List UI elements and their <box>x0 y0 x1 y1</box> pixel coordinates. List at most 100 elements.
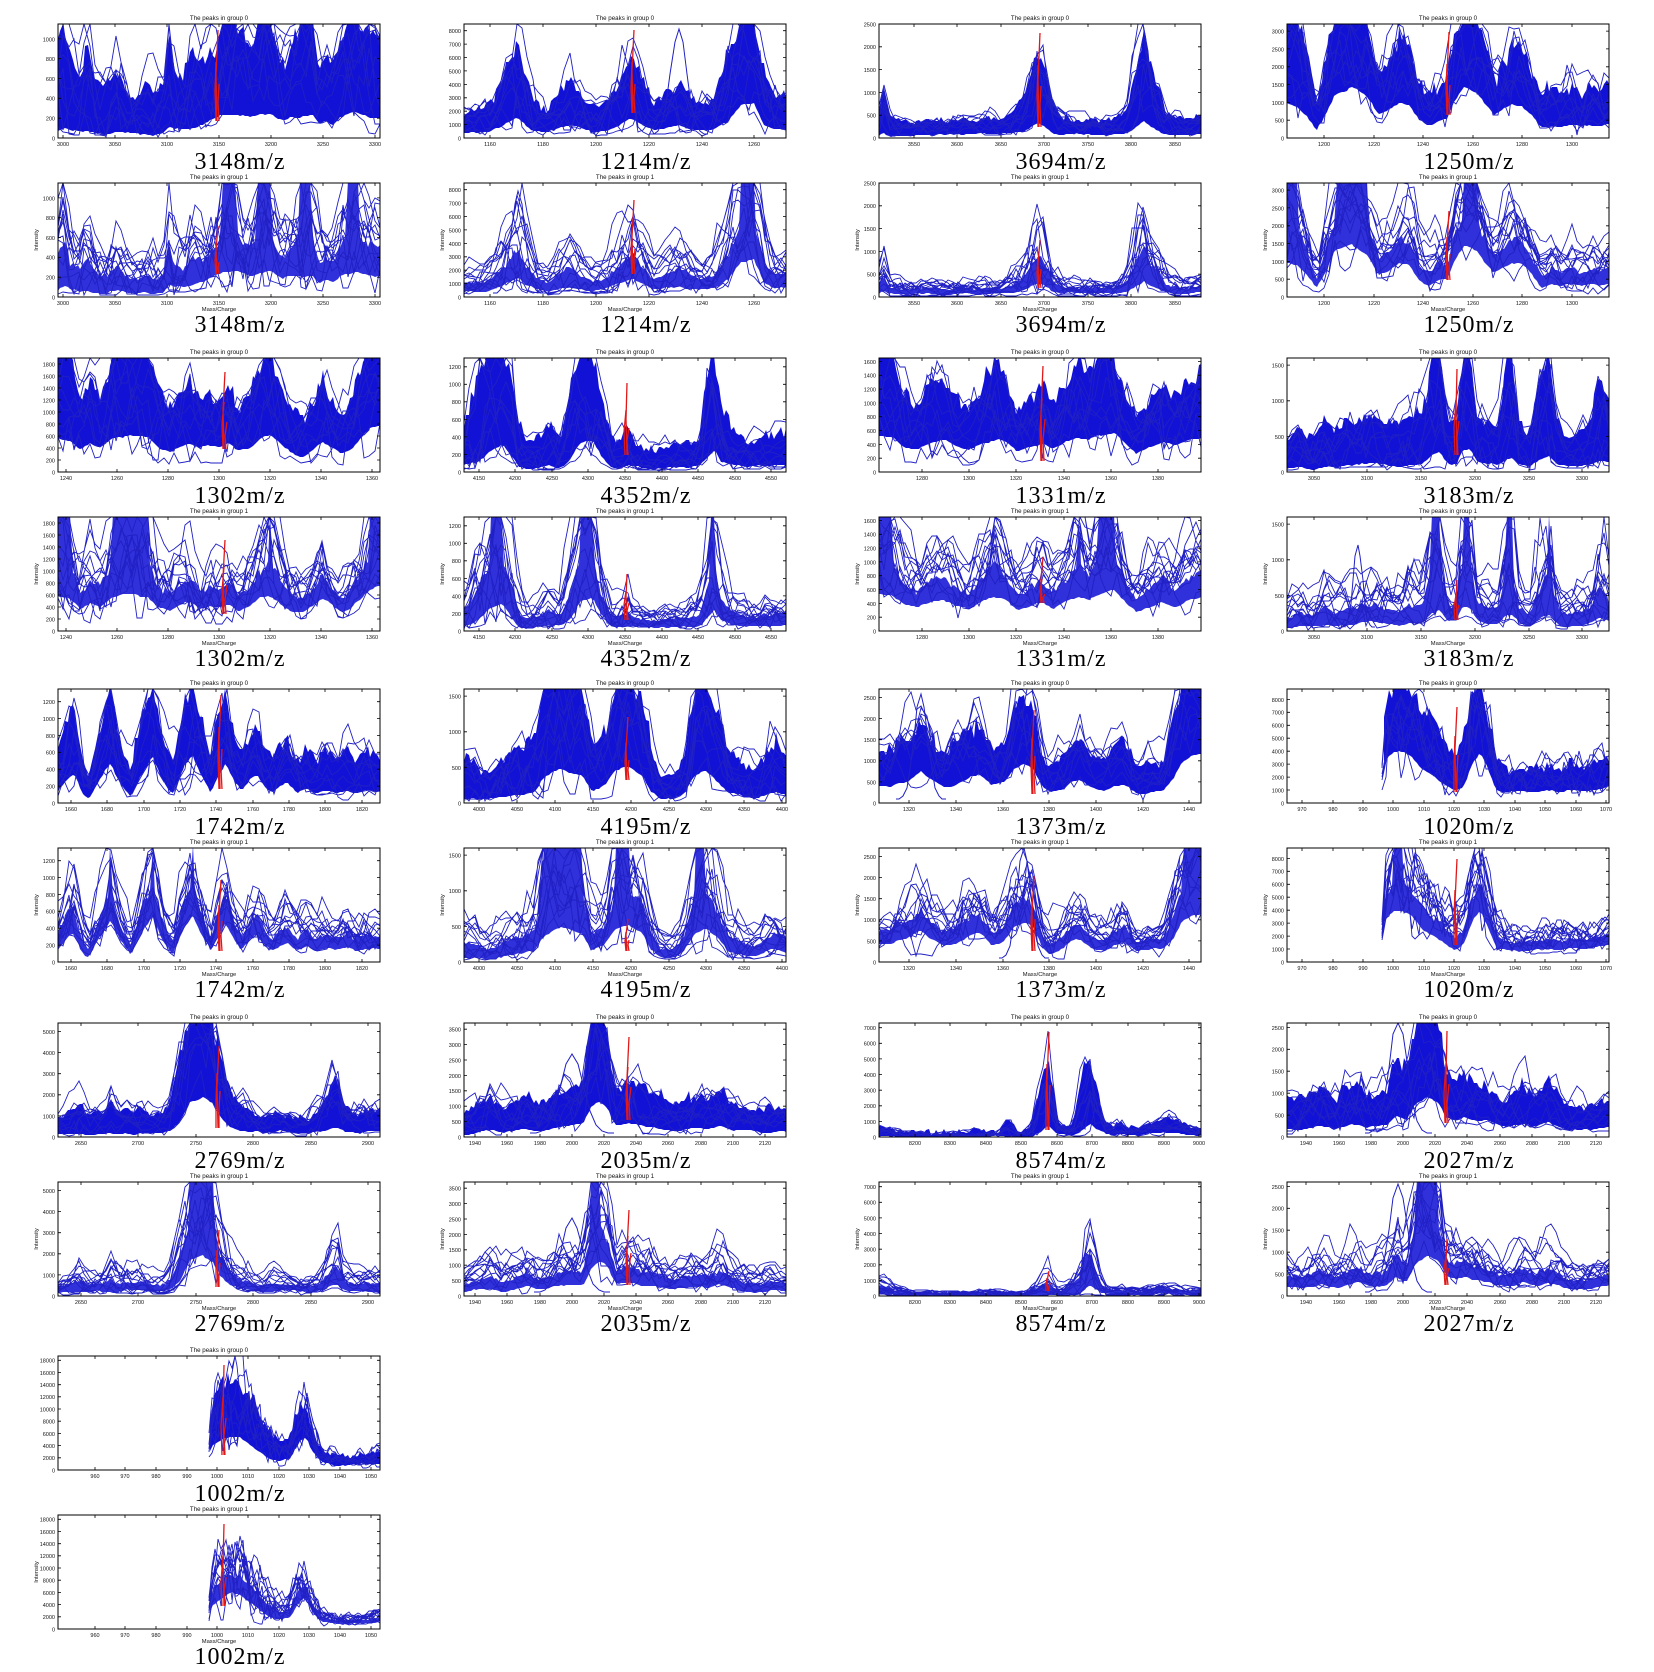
svg-text:3700: 3700 <box>1038 142 1050 148</box>
svg-text:The peaks in group 0: The peaks in group 0 <box>596 15 655 22</box>
svg-text:990: 990 <box>182 1474 191 1480</box>
svg-text:0: 0 <box>52 1135 55 1141</box>
svg-text:6000: 6000 <box>43 1591 55 1597</box>
svg-text:3000: 3000 <box>449 1043 461 1049</box>
svg-text:1720: 1720 <box>174 966 186 972</box>
svg-text:2700: 2700 <box>132 1300 144 1306</box>
svg-text:The peaks in group 1: The peaks in group 1 <box>596 174 655 181</box>
svg-text:1300: 1300 <box>213 476 225 482</box>
svg-text:1420: 1420 <box>1137 966 1149 972</box>
svg-text:Intensity: Intensity <box>34 229 40 251</box>
svg-text:1000: 1000 <box>1272 101 1284 107</box>
svg-text:2000: 2000 <box>1397 1141 1409 1147</box>
svg-text:1240: 1240 <box>1417 301 1429 307</box>
svg-text:The peaks in group 0: The peaks in group 0 <box>1011 680 1070 687</box>
svg-text:970: 970 <box>1297 807 1306 813</box>
svg-text:1600: 1600 <box>43 533 55 539</box>
svg-text:2100: 2100 <box>1558 1300 1570 1306</box>
svg-text:1500: 1500 <box>449 1089 461 1095</box>
svg-text:1000: 1000 <box>449 1105 461 1111</box>
svg-text:4400: 4400 <box>656 635 668 641</box>
svg-text:The peaks in group 1: The peaks in group 1 <box>1419 174 1478 181</box>
svg-text:Mass/Charge: Mass/Charge <box>1023 1306 1057 1312</box>
svg-text:8000: 8000 <box>449 29 461 35</box>
svg-text:4250: 4250 <box>663 966 675 972</box>
svg-text:2000: 2000 <box>566 1300 578 1306</box>
svg-text:1050: 1050 <box>1539 807 1551 813</box>
svg-text:Mass/Charge: Mass/Charge <box>202 641 236 647</box>
svg-text:18000: 18000 <box>40 1518 55 1524</box>
svg-text:1040: 1040 <box>1509 807 1521 813</box>
svg-text:1500: 1500 <box>1272 523 1284 529</box>
svg-text:2000: 2000 <box>864 876 876 882</box>
svg-text:7000: 7000 <box>449 202 461 208</box>
svg-text:The peaks in group 0: The peaks in group 0 <box>190 349 249 356</box>
svg-text:Intensity: Intensity <box>34 894 40 916</box>
svg-text:1220: 1220 <box>1368 301 1380 307</box>
svg-text:2000: 2000 <box>449 269 461 275</box>
svg-text:4450: 4450 <box>692 635 704 641</box>
svg-text:2650: 2650 <box>75 1300 87 1306</box>
svg-text:1020: 1020 <box>1448 807 1460 813</box>
svg-text:1340: 1340 <box>1058 635 1070 641</box>
svg-text:18000: 18000 <box>40 1359 55 1365</box>
svg-text:4150: 4150 <box>473 476 485 482</box>
svg-text:4000: 4000 <box>864 1232 876 1238</box>
svg-text:8000: 8000 <box>43 1579 55 1585</box>
svg-text:800: 800 <box>46 57 55 63</box>
svg-text:1320: 1320 <box>903 807 915 813</box>
svg-text:The peaks in group 0: The peaks in group 0 <box>1419 349 1478 356</box>
svg-text:800: 800 <box>867 415 876 421</box>
svg-text:3150: 3150 <box>1415 476 1427 482</box>
svg-text:1400: 1400 <box>864 533 876 539</box>
svg-text:Mass/Charge: Mass/Charge <box>1023 641 1057 647</box>
svg-text:4000: 4000 <box>473 966 485 972</box>
svg-text:3550: 3550 <box>908 142 920 148</box>
svg-text:0: 0 <box>52 295 55 301</box>
svg-text:970: 970 <box>1297 966 1306 972</box>
svg-text:500: 500 <box>452 925 461 931</box>
svg-text:2850: 2850 <box>305 1300 317 1306</box>
svg-text:1000: 1000 <box>864 91 876 97</box>
svg-text:2500: 2500 <box>1272 206 1284 212</box>
svg-text:8500: 8500 <box>1015 1300 1027 1306</box>
svg-text:0: 0 <box>1281 629 1284 635</box>
svg-text:0: 0 <box>458 136 461 142</box>
svg-text:0: 0 <box>873 801 876 807</box>
svg-text:3000: 3000 <box>57 142 69 148</box>
svg-text:200: 200 <box>867 616 876 622</box>
svg-text:8600: 8600 <box>1051 1141 1063 1147</box>
svg-text:4000: 4000 <box>43 1210 55 1216</box>
svg-text:2100: 2100 <box>1558 1141 1570 1147</box>
svg-text:5000: 5000 <box>43 1030 55 1036</box>
svg-text:980: 980 <box>151 1474 160 1480</box>
svg-text:3600: 3600 <box>951 142 963 148</box>
svg-text:1380: 1380 <box>1152 476 1164 482</box>
svg-text:Mass/Charge: Mass/Charge <box>1431 1306 1465 1312</box>
svg-text:400: 400 <box>452 435 461 441</box>
svg-text:1040: 1040 <box>1509 966 1521 972</box>
svg-text:2500: 2500 <box>1272 47 1284 53</box>
svg-text:1200: 1200 <box>43 398 55 404</box>
svg-text:1800: 1800 <box>319 966 331 972</box>
svg-text:1070: 1070 <box>1600 966 1612 972</box>
svg-text:The peaks in group 1: The peaks in group 1 <box>1011 508 1070 515</box>
svg-text:5000: 5000 <box>1272 896 1284 902</box>
svg-text:4300: 4300 <box>700 807 712 813</box>
svg-text:400: 400 <box>46 605 55 611</box>
svg-text:1020: 1020 <box>273 1474 285 1480</box>
svg-text:The peaks in group 0: The peaks in group 0 <box>1419 15 1478 22</box>
svg-text:990: 990 <box>1358 966 1367 972</box>
svg-text:1600: 1600 <box>43 374 55 380</box>
svg-text:3750: 3750 <box>1082 301 1094 307</box>
svg-text:Mass/Charge: Mass/Charge <box>202 307 236 313</box>
svg-text:0: 0 <box>458 960 461 966</box>
svg-text:2900: 2900 <box>362 1141 374 1147</box>
svg-text:3200: 3200 <box>265 301 277 307</box>
svg-text:9000: 9000 <box>1193 1141 1205 1147</box>
svg-text:8200: 8200 <box>909 1141 921 1147</box>
svg-text:Intensity: Intensity <box>1263 1228 1269 1250</box>
svg-text:0: 0 <box>1281 295 1284 301</box>
svg-text:1220: 1220 <box>643 142 655 148</box>
svg-text:0: 0 <box>1281 136 1284 142</box>
